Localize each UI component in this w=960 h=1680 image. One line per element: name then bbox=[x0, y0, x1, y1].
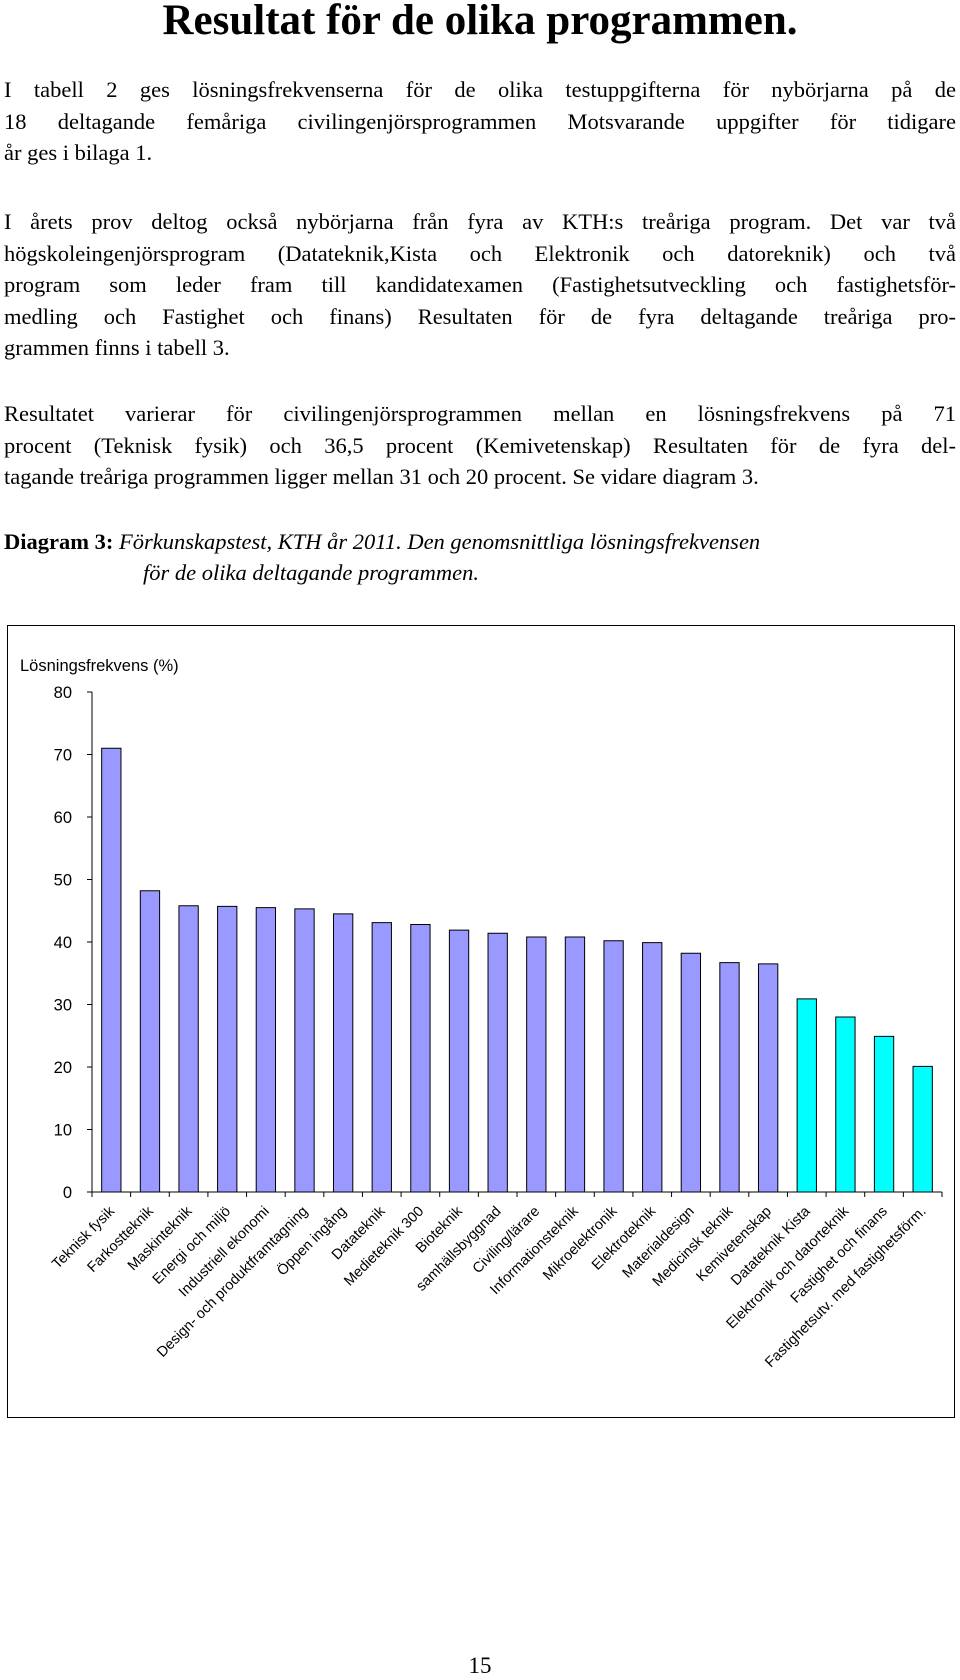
chart-frame: Lösningsfrekvens (%) 0 10 20 30 40 50 60 70 80 Tek… bbox=[7, 625, 955, 1418]
paragraph-line: 18 deltagande femåriga civilingenjörspro… bbox=[4, 108, 956, 134]
paragraph-2: I årets prov deltog också nybörjarna frå… bbox=[4, 206, 956, 364]
y-tick-label: 30 bbox=[54, 997, 72, 1015]
bar bbox=[642, 942, 663, 1193]
bar bbox=[835, 1016, 856, 1193]
diagram-caption: Diagram 3: Förkunskapstest, KTH år 2011.… bbox=[4, 526, 956, 588]
bar bbox=[410, 924, 431, 1193]
paragraph-line: tagande treåriga programmen ligger mella… bbox=[4, 464, 759, 489]
y-tick-label: 50 bbox=[54, 872, 72, 890]
paragraph-line: Resultatet varierar för civilingenjörspr… bbox=[4, 401, 956, 426]
x-tick-label: Civiling/lärare bbox=[470, 1204, 543, 1277]
bar bbox=[101, 747, 122, 1193]
y-axis-label: Lösningsfrekvens (%) bbox=[20, 657, 179, 675]
caption-label: Diagram 3: bbox=[4, 529, 114, 554]
bar bbox=[294, 908, 315, 1193]
bar bbox=[255, 907, 277, 1193]
paragraph-line: högskoleingenjörsprogram (Datateknik,Kis… bbox=[4, 240, 956, 266]
paragraph-line: år ges i bilaga 1. bbox=[4, 140, 153, 165]
bar bbox=[526, 936, 547, 1193]
y-tick-label: 0 bbox=[63, 1184, 72, 1202]
paragraph-line: grammen finns i tabell 3. bbox=[4, 335, 230, 360]
bar bbox=[448, 929, 470, 1193]
y-tick-label: 40 bbox=[54, 934, 72, 952]
bar bbox=[873, 1035, 895, 1193]
bar bbox=[796, 998, 817, 1193]
bar bbox=[487, 932, 508, 1193]
caption-text-continued: för de olika deltagande programmen. bbox=[143, 560, 479, 585]
y-tick-label: 20 bbox=[54, 1059, 72, 1077]
page-number: 15 bbox=[468, 1653, 492, 1678]
bar bbox=[680, 952, 702, 1193]
paragraph-3: Resultatet varierar för civilingenjörspr… bbox=[4, 398, 956, 493]
bar bbox=[603, 940, 624, 1193]
y-tick-label: 70 bbox=[54, 747, 72, 765]
bar-chart: Lösningsfrekvens (%)01020304050607080Tek… bbox=[20, 657, 943, 1371]
bar bbox=[178, 905, 199, 1193]
y-tick-label: 80 bbox=[54, 684, 72, 702]
paragraph-line: I årets prov deltog också nybörjarna frå… bbox=[4, 209, 956, 234]
page-title: Resultat för de olika programmen. bbox=[162, 0, 798, 44]
bar bbox=[217, 905, 238, 1193]
bar bbox=[757, 963, 779, 1193]
paragraph-line: program som leder fram till kandidatexam… bbox=[4, 272, 956, 297]
bar bbox=[332, 913, 354, 1193]
paragraph-line: procent (Teknisk fysik) och 36,5 procent… bbox=[4, 432, 956, 458]
bar bbox=[564, 936, 586, 1193]
y-tick-label: 60 bbox=[54, 809, 72, 827]
y-tick-label: 10 bbox=[54, 1122, 72, 1140]
paragraph-line: medling och Fastighet och finans) Result… bbox=[4, 303, 956, 329]
paragraph-line: I tabell 2 ges lösningsfrekvenserna för … bbox=[4, 77, 956, 102]
caption-text: Förkunskapstest, KTH år 2011. Den genoms… bbox=[118, 529, 761, 554]
bar bbox=[719, 962, 740, 1193]
bar bbox=[371, 922, 392, 1193]
paragraph-1: I tabell 2 ges lösningsfrekvenserna för … bbox=[4, 74, 956, 169]
bar bbox=[139, 890, 161, 1193]
bar bbox=[912, 1065, 933, 1193]
